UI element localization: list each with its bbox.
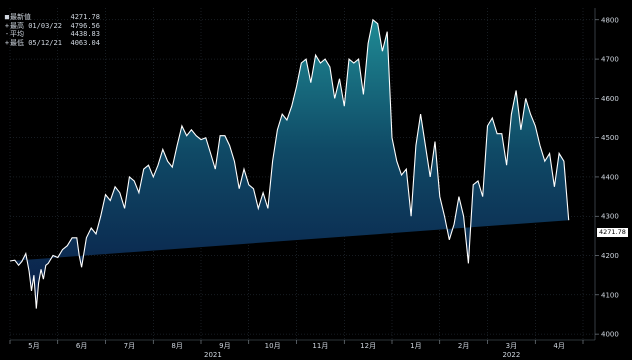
price-area <box>10 19 569 309</box>
legend-mark-icon: ■ <box>4 13 10 21</box>
y-tick-label: 4100 <box>601 291 619 299</box>
legend-row-high: + 最高 01/03/22 4796.56 <box>4 22 100 31</box>
legend-row-avg: - 平均 4438.83 <box>4 30 100 39</box>
y-tick-label: 4200 <box>601 252 619 260</box>
x-tick-label: 3月 <box>506 342 517 350</box>
x-tick-label: 4月 <box>553 342 564 350</box>
x-axis-ticks: 5月 6月 7月 8月 9月 10月 11月 12月 1月 2月 3月 4月 2021 2022 <box>9 340 584 359</box>
legend-date: 05/12/21 <box>28 38 62 47</box>
grid-lines <box>9 8 595 340</box>
legend-row-last: ■ 最新值 4271.78 <box>4 13 100 22</box>
last-value-tag: 4271.78 <box>597 228 628 237</box>
x-tick-label: 11月 <box>312 342 328 350</box>
y-tick-label: 4800 <box>601 16 619 24</box>
legend-label: 平均 <box>10 30 24 39</box>
x-tick-label: 6月 <box>76 342 87 350</box>
year-label: 2021 <box>204 351 222 359</box>
legend-label: 最低 <box>10 38 24 47</box>
y-axis-ticks: 4000 4100 4200 4300 4400 4500 4600 4700 4800 <box>595 16 619 339</box>
y-tick-label: 4000 <box>601 331 619 339</box>
y-tick-label: 4700 <box>601 56 619 64</box>
x-tick-label: 2月 <box>458 342 469 350</box>
legend: ■ 最新值 4271.78 + 最高 01/03/22 4796.56 - 平均… <box>4 13 100 47</box>
x-tick-label: 12月 <box>360 342 376 350</box>
y-tick-label: 4600 <box>601 95 619 103</box>
y-tick-label: 4500 <box>601 134 619 142</box>
legend-date: 01/03/22 <box>28 21 62 30</box>
x-tick-label: 1月 <box>410 342 421 350</box>
legend-value: 4438.83 <box>70 30 100 39</box>
legend-value: 4063.04 <box>70 38 100 47</box>
legend-value: 4271.78 <box>70 13 100 21</box>
x-tick-label: 10月 <box>265 342 281 350</box>
x-tick-label: 9月 <box>219 342 230 350</box>
legend-mark-icon: + <box>4 21 10 30</box>
x-tick-label: 7月 <box>124 342 135 350</box>
legend-mark-icon: - <box>4 30 10 39</box>
x-tick-label: 8月 <box>171 342 182 350</box>
legend-label: 最新值 <box>10 13 31 21</box>
legend-label: 最高 <box>10 21 24 30</box>
legend-row-low: + 最低 05/12/21 4063.04 <box>4 39 100 48</box>
y-tick-label: 4400 <box>601 173 619 181</box>
y-tick-label: 4300 <box>601 213 619 221</box>
year-label: 2022 <box>502 351 520 359</box>
x-tick-label: 5月 <box>28 342 39 350</box>
price-line <box>9 18 570 309</box>
legend-mark-icon: + <box>4 38 10 47</box>
legend-value: 4796.56 <box>70 21 100 30</box>
